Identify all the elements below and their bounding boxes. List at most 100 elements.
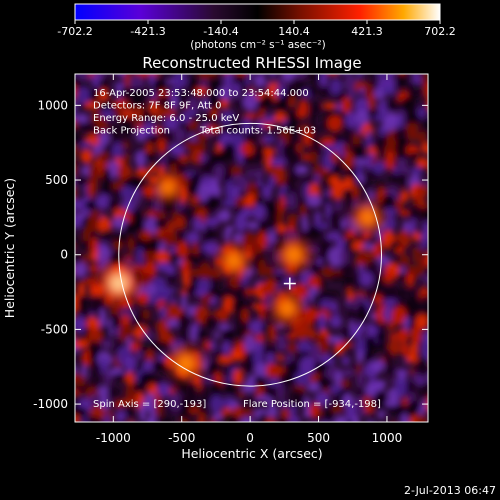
texture-blob [169,297,178,305]
texture-blob [274,268,287,275]
texture-blob [75,216,83,229]
texture-blob [415,357,428,376]
texture-blob [196,278,211,292]
texture-blob [390,173,399,184]
texture-blob [361,231,372,240]
texture-blob [408,286,417,301]
texture-blob [89,393,99,406]
texture-blob [341,96,352,114]
texture-blob [185,183,200,195]
texture-blob [174,127,186,143]
texture-blob [199,262,212,281]
texture-blob [295,165,309,175]
texture-blob [389,332,397,342]
texture-blob [146,320,153,328]
texture-blob [418,382,428,399]
texture-blob [120,185,134,200]
texture-blob [376,181,384,189]
texture-blob [244,194,257,208]
texture-blob [317,239,333,255]
texture-blob [431,202,438,212]
texture-blob [249,392,256,407]
texture-blob [172,74,188,90]
annotation-line: 16-Apr-2005 23:53:48.000 to 23:54:44.000 [93,88,309,99]
bright-feature [225,252,243,270]
texture-blob [396,74,408,89]
texture-blob [384,349,393,369]
texture-blob [340,368,355,377]
texture-blob [421,207,428,221]
texture-blob [205,241,221,257]
texture-blob [180,417,188,422]
texture-blob [372,241,383,260]
texture-blob [96,116,109,136]
texture-blob [400,189,409,203]
texture-blob [416,157,428,170]
texture-blob [396,328,410,344]
texture-blob [84,101,100,110]
texture-blob [347,193,354,210]
texture-blob [180,330,188,344]
texture-blob [89,87,98,105]
texture-blob [432,329,446,348]
texture-blob [346,89,358,100]
texture-blob [139,402,147,422]
texture-blob [333,415,348,422]
texture-blob [434,191,445,202]
texture-blob [383,207,397,218]
texture-blob [152,197,162,214]
texture-blob [209,296,218,306]
texture-blob [80,149,93,164]
texture-blob [328,247,344,267]
texture-blob [264,266,275,276]
texture-blob [183,141,200,151]
texture-blob [414,413,428,422]
colorbar-tick-label: 702.2 [424,25,456,38]
texture-blob [124,355,136,376]
texture-blob [433,204,439,222]
texture-blob [168,392,182,412]
texture-blob [213,331,220,339]
texture-blob [272,165,286,184]
texture-blob [383,270,394,284]
texture-blob [314,211,322,225]
texture-blob [429,278,438,284]
texture-blob [231,300,246,313]
texture-blob [431,149,445,169]
texture-blob [304,395,311,415]
texture-blob [209,417,217,422]
texture-blob [112,240,124,250]
texture-blob [435,122,441,135]
texture-blob [240,416,255,422]
texture-blob [95,151,110,161]
texture-blob [241,357,255,373]
texture-blob [154,404,163,418]
texture-blob [223,327,235,343]
texture-blob [75,373,86,388]
texture-blob [394,246,405,255]
texture-blob [121,141,130,149]
texture-blob [182,270,190,288]
texture-blob [75,74,79,88]
texture-blob [244,78,251,87]
texture-blob [230,348,243,361]
texture-blob [401,397,408,406]
texture-blob [224,180,235,200]
texture-blob [121,115,133,135]
chart-title: Reconstructed RHESSI Image [142,54,361,72]
texture-blob [432,84,444,100]
texture-blob [75,85,78,99]
texture-blob [342,393,354,408]
texture-blob [385,99,400,112]
texture-blob [352,414,360,422]
texture-blob [318,85,331,98]
texture-blob [364,335,377,355]
texture-blob [113,189,122,199]
texture-blob [327,335,344,344]
texture-blob [260,94,274,109]
texture-blob [246,131,257,145]
texture-blob [431,110,443,124]
texture-blob [161,232,178,247]
timestamp: 2-Jul-2013 06:47 [404,484,496,497]
texture-blob [328,211,339,223]
